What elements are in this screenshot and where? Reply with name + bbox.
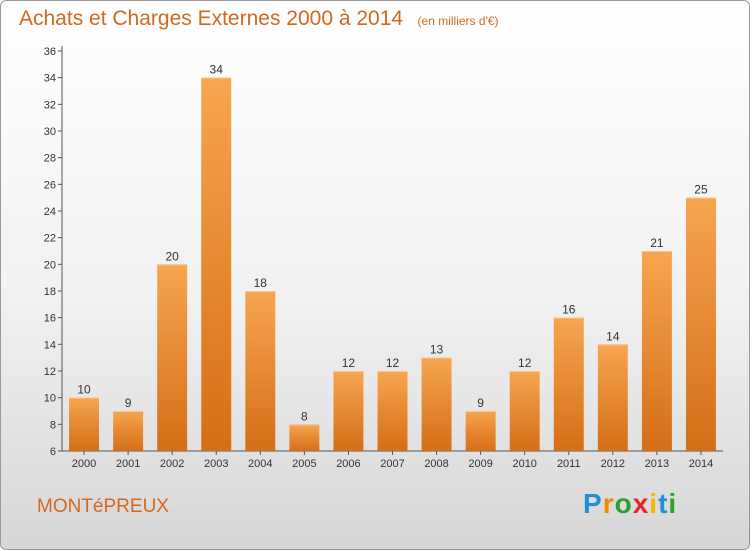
x-tick-label: 2000 <box>72 458 96 470</box>
bar-value-label: 12 <box>386 356 400 370</box>
y-tick-label: 28 <box>44 153 56 165</box>
logo-letter: i <box>668 488 678 519</box>
bar <box>245 291 276 451</box>
bar-value-label: 18 <box>254 276 268 290</box>
x-tick-label: 2004 <box>248 458 272 470</box>
y-tick-label: 34 <box>44 73 56 85</box>
bar <box>509 371 540 451</box>
bar-value-label: 12 <box>342 356 356 370</box>
y-tick-label: 24 <box>44 206 56 218</box>
x-tick-label: 2012 <box>601 458 625 470</box>
x-tick-label: 2005 <box>292 458 316 470</box>
x-tick-label: 2009 <box>468 458 492 470</box>
x-tick-label: 2006 <box>336 458 360 470</box>
bar-value-label: 16 <box>562 303 576 317</box>
bar-value-label: 34 <box>210 63 224 77</box>
y-tick-label: 32 <box>44 99 56 111</box>
bar <box>377 371 408 451</box>
y-tick-label: 36 <box>44 46 56 58</box>
bar <box>597 344 628 451</box>
x-tick-label: 2008 <box>424 458 448 470</box>
x-tick-label: 2011 <box>557 458 581 470</box>
y-tick-label: 30 <box>44 126 56 138</box>
bar-value-label: 14 <box>606 329 620 343</box>
bar <box>641 251 672 451</box>
x-tick-label: 2014 <box>689 458 713 470</box>
bar <box>553 317 584 451</box>
chart-labels: 10 2000 9 2001 20 2002 34 2003 18 2004 8 2005 12 2006… <box>72 63 713 470</box>
bar-value-label: 8 <box>301 409 308 423</box>
y-tick-label: 14 <box>44 339 56 351</box>
y-tick-label: 8 <box>50 419 56 431</box>
bar <box>201 77 232 452</box>
bar-value-label: 9 <box>125 396 132 410</box>
logo-letter: r <box>602 488 615 519</box>
bar-value-label: 21 <box>650 236 664 250</box>
chart-title: Achats et Charges Externes 2000 à 2014 (… <box>19 7 499 31</box>
bar <box>465 411 496 451</box>
bar-value-label: 13 <box>430 343 444 357</box>
chart-title-unit: (en milliers d'€) <box>417 14 499 28</box>
bar <box>113 411 144 451</box>
x-tick-label: 2007 <box>380 458 404 470</box>
logo-letter: x <box>632 488 650 519</box>
bar-value-label: 20 <box>165 249 179 263</box>
x-tick-label: 2010 <box>512 458 536 470</box>
logo-letter: o <box>614 488 633 519</box>
logo-letter: P <box>583 488 603 519</box>
bar <box>157 264 188 451</box>
bar <box>421 357 452 451</box>
y-tick-label: 6 <box>50 446 56 458</box>
y-tick-label: 26 <box>44 179 56 191</box>
logo-letter: i <box>649 488 659 519</box>
y-tick-label: 12 <box>44 366 56 378</box>
y-tick-label: 16 <box>44 313 56 325</box>
bar-value-label: 12 <box>518 356 532 370</box>
y-tick-label: 20 <box>44 259 56 271</box>
y-tick-label: 22 <box>44 233 56 245</box>
x-tick-label: 2013 <box>645 458 669 470</box>
town-name: MONTéPREUX <box>37 496 169 517</box>
bar-value-label: 9 <box>477 396 484 410</box>
bar <box>289 424 320 451</box>
y-tick-label: 18 <box>44 286 56 298</box>
bar <box>333 371 364 451</box>
bar <box>69 397 100 451</box>
chart-title-main: Achats et Charges Externes 2000 à 2014 <box>19 7 404 30</box>
x-tick-label: 2001 <box>116 458 140 470</box>
bar-value-label: 10 <box>77 383 91 397</box>
x-tick-label: 2002 <box>160 458 184 470</box>
x-tick-label: 2003 <box>204 458 228 470</box>
bar-value-label: 25 <box>694 183 708 197</box>
chart-bars <box>69 77 716 452</box>
y-tick-label: 10 <box>44 393 56 405</box>
bar <box>685 197 716 451</box>
proxiti-logo: Proxiti <box>583 488 677 520</box>
logo-letter: t <box>658 488 669 519</box>
